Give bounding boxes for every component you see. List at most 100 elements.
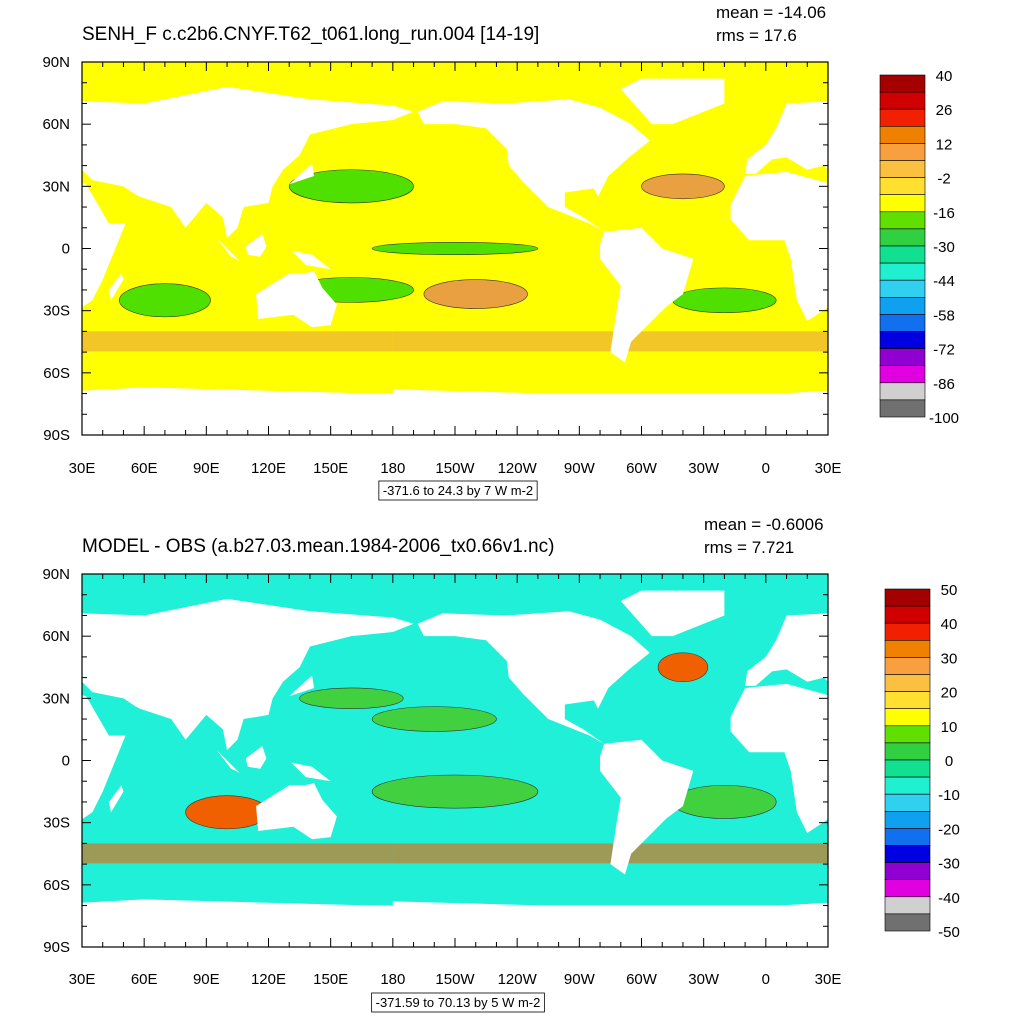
- colorbar-label: 30: [941, 650, 958, 667]
- field-patch: [672, 287, 777, 314]
- contour-info-box: [371, 992, 545, 1013]
- colorbar-label: -10: [938, 787, 960, 804]
- colorbar-box: [884, 776, 931, 795]
- land: [392, 901, 828, 947]
- colorbar-box: [884, 879, 931, 898]
- lat-label: 30N: [42, 178, 70, 195]
- lat-label: 90S: [43, 939, 70, 956]
- colorbar-box: [879, 331, 926, 349]
- colorbar-box: [879, 262, 926, 281]
- field-band: [392, 331, 828, 352]
- lat-label: 60N: [42, 116, 70, 133]
- lon-label: 30E: [69, 971, 96, 988]
- lon-label: 60W: [626, 460, 658, 477]
- colorbar-label: -30: [938, 856, 960, 873]
- lon-label: 150W: [435, 460, 475, 477]
- colorbar-box: [879, 108, 926, 127]
- colorbar-label: -2: [937, 171, 950, 188]
- land: [108, 785, 124, 813]
- colorbar-label: 10: [941, 719, 958, 736]
- lon-label: 90E: [193, 971, 220, 988]
- lat-label: 60S: [43, 877, 70, 894]
- lon-label: 90W: [564, 971, 596, 988]
- land: [417, 611, 650, 744]
- land: [216, 238, 240, 261]
- field-patch: [423, 279, 528, 309]
- land: [108, 273, 124, 301]
- land: [289, 675, 315, 697]
- rms: rms = 7.721: [704, 538, 794, 557]
- colorbar-box: [884, 828, 931, 846]
- lat-label: 60S: [43, 365, 70, 382]
- colorbar-box: [879, 177, 926, 196]
- land: [745, 101, 828, 174]
- land: [82, 598, 414, 751]
- land: [620, 78, 725, 125]
- colorbar-box: [884, 691, 931, 709]
- land: [256, 271, 337, 328]
- land: [855, 273, 870, 300]
- land: [963, 750, 986, 773]
- colorbar-label: 50: [941, 582, 958, 599]
- field-patch: [371, 774, 539, 809]
- field-patch: [0, 288, 30, 313]
- land: [992, 234, 1013, 257]
- contour-info: -371.6 to 24.3 by 7 W m-2: [383, 483, 533, 498]
- lat-label: 90S: [43, 427, 70, 444]
- lon-label: 90E: [193, 460, 220, 477]
- land: [730, 683, 828, 834]
- lon-label: 120E: [251, 460, 286, 477]
- colorbar-box: [879, 91, 926, 110]
- colorbar-box: [879, 365, 926, 384]
- map: [0, 62, 1013, 435]
- land: [82, 899, 435, 947]
- lat-label: 90N: [42, 54, 70, 71]
- colorbar-box: [884, 913, 931, 932]
- lat-label: 60N: [42, 628, 70, 645]
- land: [730, 171, 828, 322]
- field-patch: [672, 785, 777, 819]
- contour-info: -371.59 to 70.13 by 5 W m-2: [376, 995, 541, 1010]
- lon-label: 30E: [815, 460, 842, 477]
- land: [245, 745, 267, 769]
- colorbar-box: [879, 228, 926, 247]
- land: [992, 746, 1013, 769]
- colorbar-label: -20: [938, 821, 960, 838]
- land: [245, 233, 267, 257]
- lon-label: 60E: [131, 971, 158, 988]
- lat-label: 0: [62, 241, 70, 258]
- colorbar-box: [879, 194, 926, 213]
- colorbar-box: [884, 708, 931, 727]
- lon-label: 60W: [626, 971, 658, 988]
- field-patch: [288, 169, 414, 204]
- lat-label: 30S: [43, 815, 70, 832]
- colorbar-box: [884, 605, 931, 624]
- colorbar-label: 20: [941, 685, 958, 702]
- land: [392, 389, 828, 435]
- lat-label: 30N: [42, 690, 70, 707]
- lon-label: 30E: [815, 971, 842, 988]
- contour-info-box: [378, 480, 538, 501]
- land: [855, 785, 870, 812]
- land: [600, 227, 694, 363]
- colorbar-box: [884, 810, 931, 829]
- colorbar-box: [884, 759, 931, 778]
- land: [963, 238, 986, 261]
- colorbar-label: 12: [936, 136, 953, 153]
- colorbar-label: 0: [945, 753, 953, 770]
- rms: rms = 17.6: [716, 26, 797, 45]
- map: [82, 574, 1013, 947]
- land: [291, 250, 331, 270]
- colorbar-label: 40: [941, 616, 958, 633]
- colorbar-label: -44: [933, 273, 955, 290]
- lat-label: 0: [62, 753, 70, 770]
- colorbar-label: -72: [933, 342, 955, 359]
- lon-label: 120W: [498, 460, 538, 477]
- lat-label: 30S: [43, 303, 70, 320]
- colorbar-box: [879, 296, 926, 315]
- land: [82, 695, 126, 820]
- land: [291, 762, 331, 782]
- field-patch: [371, 241, 539, 256]
- panel-title: MODEL - OBS (a.b27.03.mean.1984-2006_tx0…: [82, 536, 554, 557]
